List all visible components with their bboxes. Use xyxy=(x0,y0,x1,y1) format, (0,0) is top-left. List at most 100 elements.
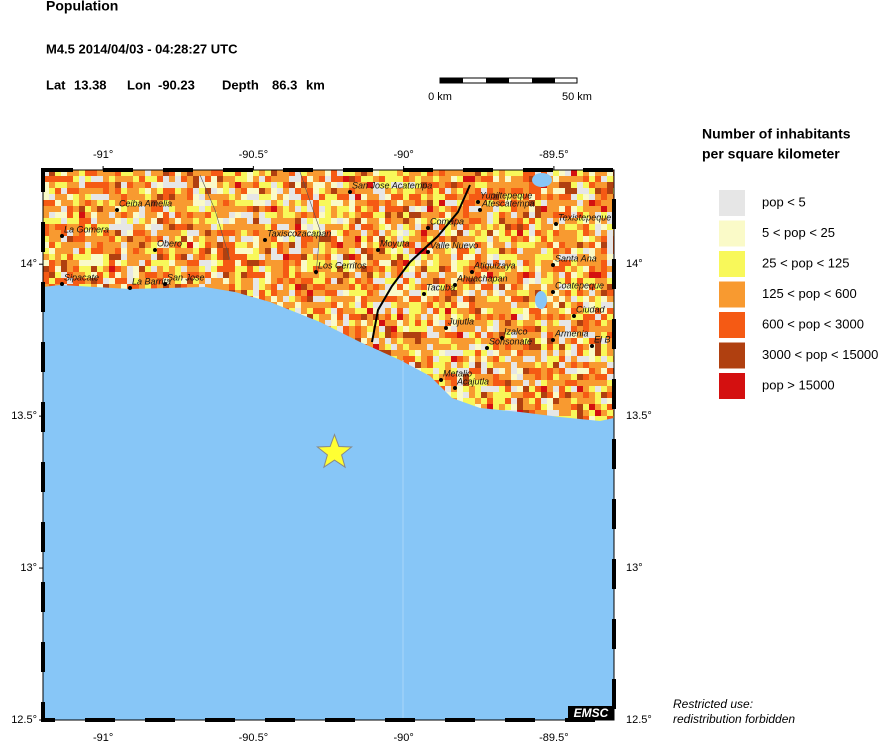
pop-cell xyxy=(445,284,451,290)
pop-cell xyxy=(601,290,607,296)
pop-cell xyxy=(409,218,415,224)
pop-cell xyxy=(91,218,97,224)
pop-cell xyxy=(529,296,535,302)
pop-cell xyxy=(229,260,235,266)
pop-cell xyxy=(169,284,175,290)
city-label: Yupiltepeque xyxy=(480,190,532,200)
pop-cell xyxy=(109,194,115,200)
pop-cell xyxy=(535,170,541,176)
pop-cell xyxy=(403,248,409,254)
pop-cell xyxy=(403,326,409,332)
pop-cell xyxy=(493,254,499,260)
pop-cell xyxy=(571,374,577,380)
pop-cell xyxy=(517,224,523,230)
pop-cell xyxy=(61,272,67,278)
pop-cell xyxy=(271,194,277,200)
pop-cell xyxy=(451,284,457,290)
pop-cell xyxy=(253,248,259,254)
pop-cell xyxy=(235,260,241,266)
pop-cell xyxy=(283,272,289,278)
pop-cell xyxy=(517,176,523,182)
pop-cell xyxy=(571,356,577,362)
pop-cell xyxy=(283,218,289,224)
pop-cell xyxy=(487,326,493,332)
pop-cell xyxy=(589,242,595,248)
pop-cell xyxy=(565,212,571,218)
pop-cell xyxy=(301,254,307,260)
pop-cell xyxy=(265,272,271,278)
pop-cell xyxy=(367,308,373,314)
pop-cell xyxy=(253,230,259,236)
pop-cell xyxy=(499,392,505,398)
pop-cell xyxy=(559,254,565,260)
pop-cell xyxy=(475,320,481,326)
pop-cell xyxy=(541,338,547,344)
pop-cell xyxy=(163,242,169,248)
pop-cell xyxy=(511,182,517,188)
pop-cell xyxy=(457,176,463,182)
pop-cell xyxy=(499,290,505,296)
pop-cell xyxy=(151,254,157,260)
pop-cell xyxy=(67,248,73,254)
pop-cell xyxy=(433,224,439,230)
city-label: Sonsonate xyxy=(489,336,532,346)
pop-cell xyxy=(103,188,109,194)
pop-cell xyxy=(577,188,583,194)
pop-cell xyxy=(337,260,343,266)
pop-cell xyxy=(163,236,169,242)
pop-cell xyxy=(475,224,481,230)
pop-cell xyxy=(517,260,523,266)
pop-cell xyxy=(421,200,427,206)
pop-cell xyxy=(475,314,481,320)
pop-cell xyxy=(565,296,571,302)
city-dot xyxy=(128,286,132,290)
scale-start: 0 km xyxy=(428,91,452,103)
pop-cell xyxy=(571,332,577,338)
pop-cell xyxy=(319,230,325,236)
pop-cell xyxy=(289,272,295,278)
pop-cell xyxy=(487,194,493,200)
pop-cell xyxy=(577,266,583,272)
pop-cell xyxy=(499,326,505,332)
pop-cell xyxy=(319,206,325,212)
pop-cell xyxy=(295,254,301,260)
pop-cell xyxy=(55,236,61,242)
pop-cell xyxy=(49,278,55,284)
pop-cell xyxy=(289,260,295,266)
pop-cell xyxy=(601,404,607,410)
pop-cell xyxy=(157,176,163,182)
pop-cell xyxy=(133,200,139,206)
pop-cell xyxy=(595,218,601,224)
pop-cell xyxy=(253,242,259,248)
pop-cell xyxy=(541,218,547,224)
pop-cell xyxy=(289,290,295,296)
pop-cell xyxy=(337,248,343,254)
pop-cell xyxy=(193,254,199,260)
pop-cell xyxy=(553,254,559,260)
pop-cell xyxy=(529,242,535,248)
pop-cell xyxy=(595,224,601,230)
pop-cell xyxy=(433,284,439,290)
pop-cell xyxy=(553,332,559,338)
pop-cell xyxy=(379,212,385,218)
pop-cell xyxy=(67,206,73,212)
pop-cell xyxy=(265,266,271,272)
pop-cell xyxy=(595,356,601,362)
pop-cell xyxy=(403,272,409,278)
pop-cell xyxy=(493,356,499,362)
pop-cell xyxy=(427,212,433,218)
pop-cell xyxy=(517,368,523,374)
pop-cell xyxy=(43,266,49,272)
pop-cell xyxy=(511,392,517,398)
pop-cell xyxy=(265,290,271,296)
pop-cell xyxy=(349,296,355,302)
pop-cell xyxy=(175,200,181,206)
pop-cell xyxy=(607,254,613,260)
pop-cell xyxy=(325,242,331,248)
pop-cell xyxy=(403,170,409,176)
pop-cell xyxy=(289,176,295,182)
pop-cell xyxy=(475,260,481,266)
pop-cell xyxy=(91,260,97,266)
pop-cell xyxy=(541,308,547,314)
pop-cell xyxy=(49,218,55,224)
